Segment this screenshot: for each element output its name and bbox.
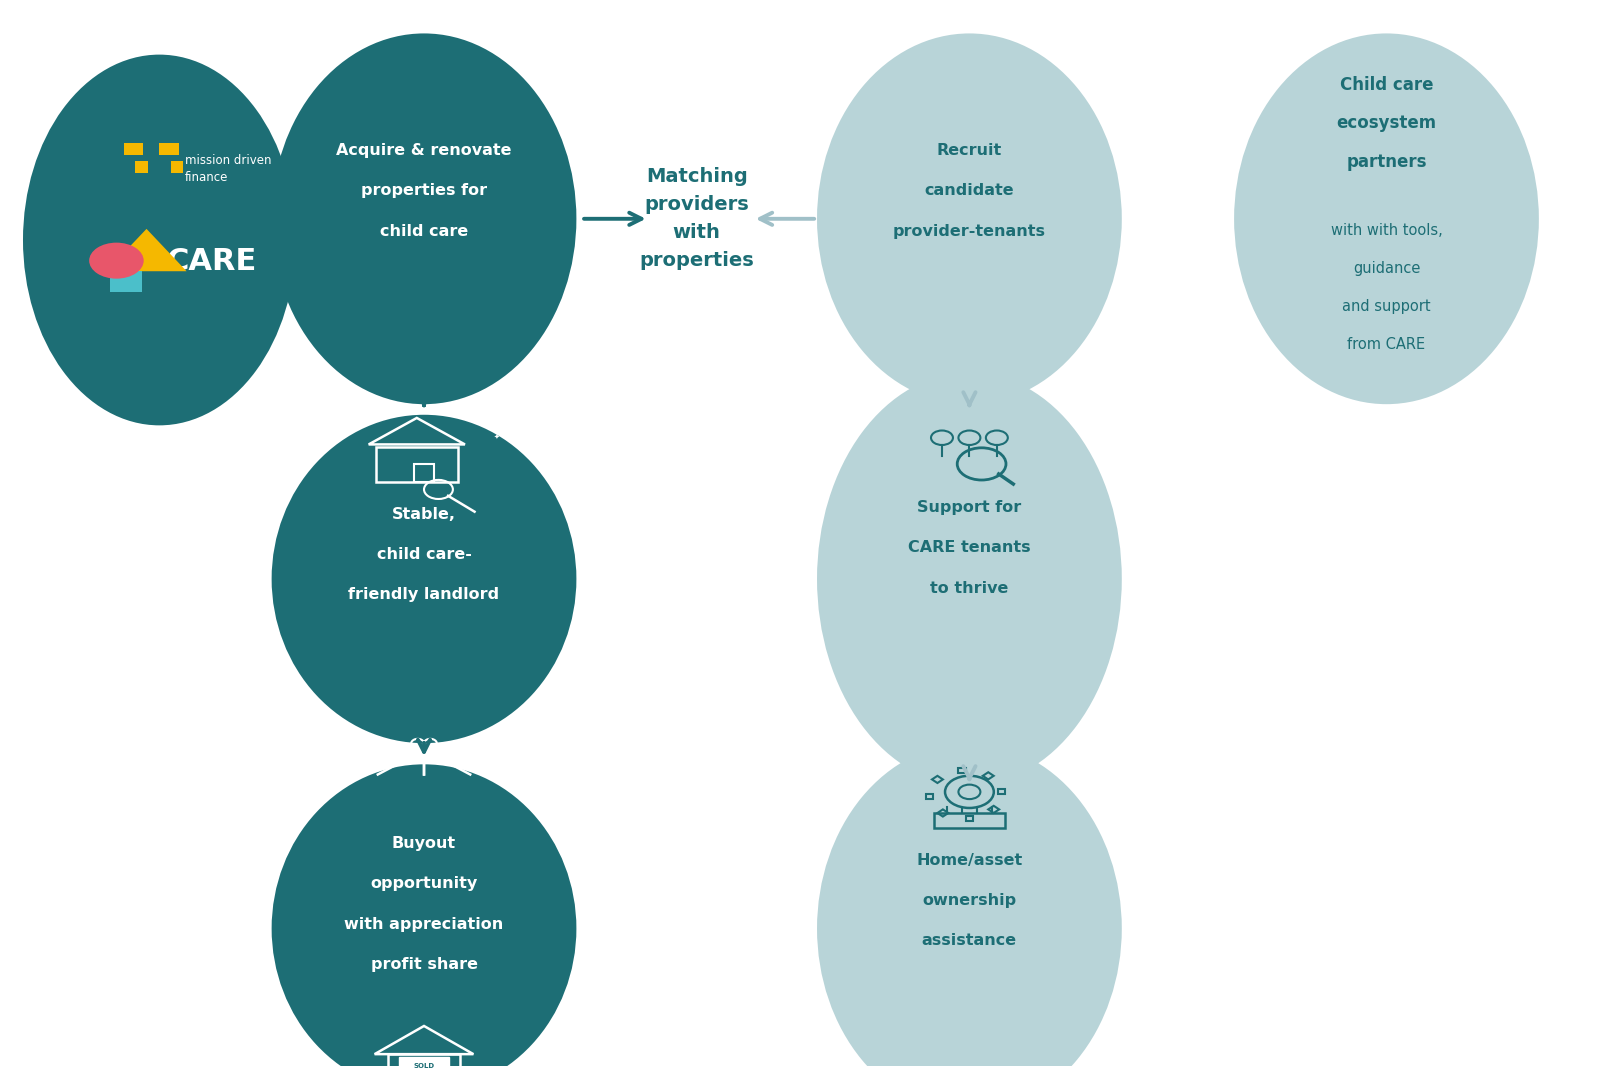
Text: Child care: Child care	[1340, 76, 1434, 95]
Text: ✦: ✦	[472, 410, 481, 420]
Text: Recruit: Recruit	[937, 143, 1002, 158]
Text: to thrive: to thrive	[930, 581, 1008, 596]
Ellipse shape	[272, 764, 576, 1076]
Text: child care-: child care-	[377, 547, 471, 562]
Bar	[958, 768, 966, 774]
Text: child care: child care	[380, 224, 468, 239]
Bar	[388, 1054, 460, 1076]
Bar	[989, 806, 1000, 813]
Ellipse shape	[817, 33, 1121, 405]
Bar	[170, 160, 183, 173]
Bar	[110, 271, 142, 293]
Bar	[159, 142, 178, 155]
Ellipse shape	[23, 55, 296, 425]
Text: properties for: properties for	[361, 184, 487, 198]
Bar	[998, 790, 1005, 794]
Bar	[932, 776, 943, 783]
Text: profit share: profit share	[371, 957, 477, 972]
Bar	[982, 773, 993, 779]
Text: ownership: ownership	[922, 893, 1016, 908]
Circle shape	[89, 242, 144, 279]
Text: CARE tenants: CARE tenants	[908, 540, 1031, 555]
Ellipse shape	[817, 744, 1121, 1076]
Text: opportunity: opportunity	[371, 876, 477, 891]
Text: Stable,: Stable,	[392, 507, 456, 522]
Bar	[414, 464, 434, 481]
Text: CARE: CARE	[167, 247, 257, 277]
Bar	[125, 142, 144, 155]
Polygon shape	[107, 229, 186, 271]
Bar	[400, 1057, 448, 1075]
Text: Acquire & renovate: Acquire & renovate	[337, 143, 511, 158]
Ellipse shape	[1235, 33, 1539, 405]
Ellipse shape	[817, 372, 1121, 785]
Bar	[925, 794, 934, 799]
Text: mission driven
finance: mission driven finance	[184, 154, 272, 184]
Text: SOLD: SOLD	[414, 1063, 435, 1070]
Bar	[966, 816, 974, 821]
Ellipse shape	[272, 414, 576, 744]
Text: ecosystem: ecosystem	[1336, 114, 1437, 132]
Text: and support: and support	[1343, 299, 1430, 314]
Bar	[937, 809, 948, 817]
Text: from CARE: from CARE	[1348, 337, 1425, 352]
Text: with appreciation: with appreciation	[345, 917, 503, 932]
Text: ✦: ✦	[493, 434, 498, 440]
Bar	[136, 160, 149, 173]
Text: assistance: assistance	[922, 934, 1018, 948]
Text: Buyout: Buyout	[392, 836, 456, 851]
Text: Support for: Support for	[917, 500, 1021, 515]
Text: friendly landlord: friendly landlord	[348, 587, 500, 603]
Text: guidance: guidance	[1353, 260, 1421, 275]
Text: Home/asset: Home/asset	[916, 853, 1023, 868]
Text: candidate: candidate	[924, 184, 1014, 198]
Text: partners: partners	[1346, 153, 1427, 171]
Text: Matching
providers
with
properties: Matching providers with properties	[639, 167, 754, 270]
Text: provider-tenants: provider-tenants	[893, 224, 1045, 239]
Text: with with tools,: with with tools,	[1330, 223, 1442, 238]
Ellipse shape	[272, 33, 576, 405]
